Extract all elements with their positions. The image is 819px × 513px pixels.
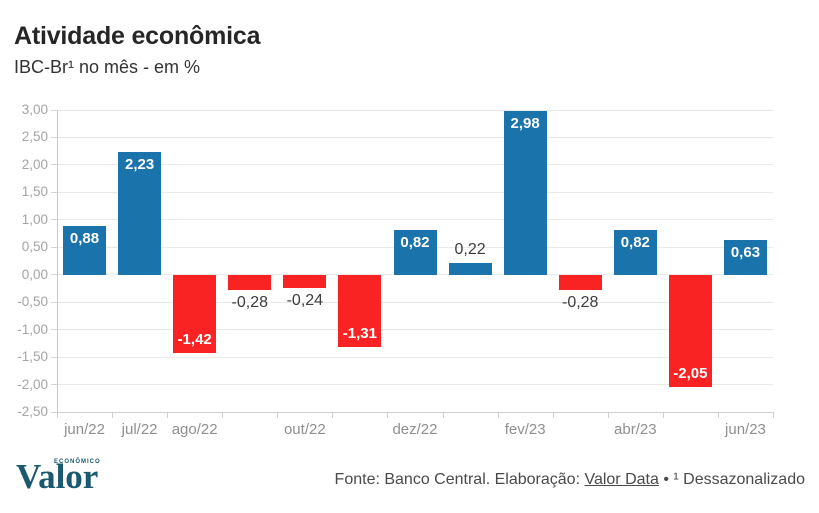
bar-value-label: 0,82 — [620, 233, 650, 251]
x-axis-tick — [662, 412, 664, 418]
x-axis-tick — [552, 412, 554, 418]
x-axis-tick — [222, 412, 224, 418]
y-axis-tick — [51, 219, 57, 221]
y-axis-tick-label: 3,00 — [21, 102, 48, 117]
y-axis-tick-label: 1,00 — [21, 211, 48, 227]
x-axis-tick — [717, 412, 719, 418]
x-axis-tick — [497, 412, 499, 418]
x-axis-tick — [277, 412, 279, 418]
source-line: Fonte: Banco Central. Elaboração: Valor … — [335, 471, 805, 489]
y-axis-tick-label: -0,50 — [17, 294, 48, 310]
chart-subtitle: IBC-Br¹ no mês - em % — [14, 57, 201, 77]
bar-value-label: 0,88 — [69, 230, 100, 248]
bar — [558, 274, 602, 291]
bar — [448, 262, 492, 275]
x-axis-tick — [112, 412, 114, 418]
page-title: Atividade econômica — [14, 22, 261, 50]
bar — [613, 229, 657, 275]
x-axis-tick-label: dez/22 — [392, 421, 438, 438]
bar — [118, 152, 162, 275]
bar-value-label: -0,28 — [561, 294, 599, 312]
y-axis-tick — [51, 356, 57, 358]
x-axis-tick — [332, 412, 334, 418]
y-axis-tick-label: -1,00 — [17, 321, 48, 337]
y-axis-line — [57, 110, 58, 412]
y-axis-tick — [51, 384, 57, 386]
y-axis-tick — [51, 164, 57, 166]
gridline — [57, 136, 773, 138]
y-axis-tick — [51, 329, 57, 331]
y-axis-tick — [51, 274, 57, 276]
x-axis-tick — [607, 412, 609, 418]
bar — [503, 111, 547, 275]
bar-chart-plot: 3,00 2,50 2,00 1,50 1,00 0,50 0,00 -0,50 -1,00 -1… — [17, 102, 774, 438]
bar — [668, 274, 712, 388]
y-axis-tick-label: 0,50 — [21, 239, 48, 255]
bar-value-label: -2,05 — [673, 365, 708, 383]
gridline — [57, 384, 773, 386]
x-axis-line — [57, 412, 773, 413]
valor-logo-word: Valor — [16, 457, 99, 496]
gridline — [57, 274, 773, 276]
y-axis-tick-label: 2,50 — [21, 129, 48, 145]
bar — [173, 274, 217, 353]
bar-value-label: -0,24 — [286, 291, 324, 309]
bar-value-label: -1,42 — [177, 330, 212, 348]
y-axis-tick-label: -2,50 — [17, 404, 48, 419]
valor-logo: econômico Valor — [16, 458, 126, 500]
x-axis-tick-label: jun/22 — [64, 421, 105, 438]
gridline — [57, 109, 773, 111]
x-axis-tick-label: abr/23 — [614, 421, 657, 438]
bar — [63, 226, 107, 275]
y-axis-tick — [51, 411, 57, 413]
y-axis-tick — [51, 301, 57, 303]
x-axis-tick — [167, 412, 169, 418]
y-axis-tick — [51, 246, 57, 248]
x-axis-tick — [57, 412, 58, 418]
bar — [228, 274, 272, 291]
x-axis-tick — [442, 412, 444, 418]
x-axis-tick — [773, 412, 774, 418]
bar — [338, 274, 382, 347]
bar — [283, 274, 327, 288]
gridline — [57, 356, 773, 358]
footnote-text: • ¹ Dessazonalizado — [658, 471, 805, 488]
valor-logo-overline: econômico — [54, 459, 101, 465]
gridline — [57, 329, 773, 331]
x-axis-tick-label: ago/22 — [171, 421, 218, 438]
y-axis-tick-label: 0,00 — [21, 266, 48, 282]
gridline — [57, 301, 773, 303]
bar-value-label: 2,98 — [510, 115, 540, 133]
bar-value-label: 2,23 — [124, 156, 155, 174]
x-axis-tick-label: out/22 — [283, 421, 326, 438]
bar-value-label: 0,22 — [454, 240, 486, 258]
y-axis-tick-label: -2,00 — [17, 376, 48, 392]
bar — [393, 229, 437, 275]
y-axis-tick-label: 1,50 — [21, 184, 48, 200]
x-axis-tick-label: fev/23 — [504, 421, 546, 438]
x-axis-tick — [387, 412, 389, 418]
x-axis-tick-label: jul/22 — [121, 421, 158, 438]
y-axis-tick-label: 2,00 — [21, 156, 48, 172]
bar-value-label: -0,28 — [231, 294, 268, 312]
bar — [723, 240, 767, 275]
gridline — [57, 191, 773, 193]
gridline — [57, 164, 773, 166]
gridline — [57, 219, 773, 221]
y-axis-tick — [51, 191, 57, 193]
bar-value-label: -1,31 — [342, 324, 377, 342]
y-axis-tick — [51, 136, 57, 138]
x-axis-tick-label: jun/23 — [725, 421, 766, 438]
bar-value-label: 0,63 — [730, 244, 761, 262]
y-axis-tick-label: -1,50 — [17, 349, 48, 365]
bar-value-label: 0,82 — [400, 233, 430, 251]
valor-data-link[interactable]: Valor Data — [584, 471, 659, 488]
y-axis-tick — [51, 109, 57, 111]
source-text: Fonte: Banco Central. Elaboração: — [334, 471, 585, 488]
